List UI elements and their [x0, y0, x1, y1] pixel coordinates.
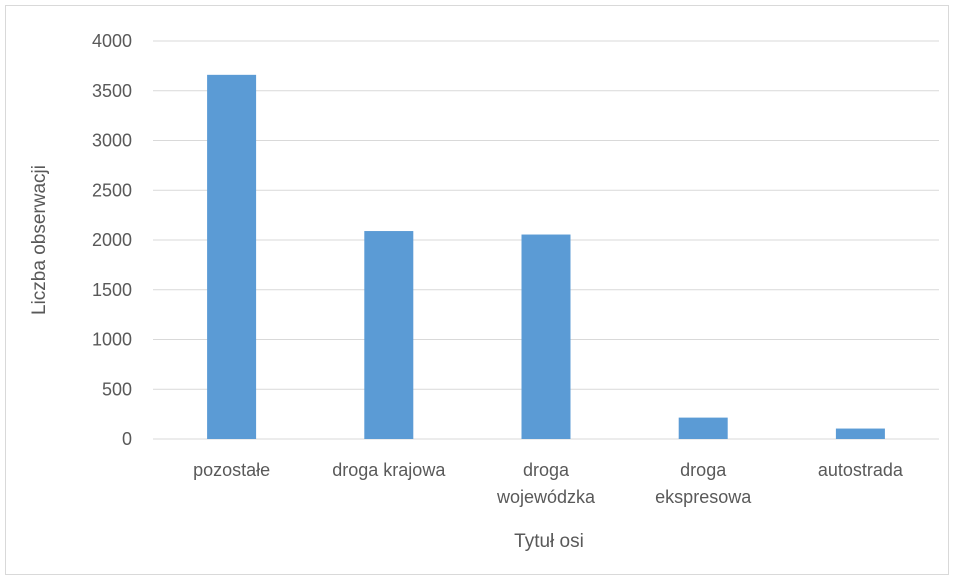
y-tick-label: 1500: [92, 280, 132, 300]
y-axis-ticks: 0 500 1000 1500 2000 2500 3000 3500 4000: [92, 31, 132, 449]
bar: [207, 74, 257, 439]
bar-chart: 0 500 1000 1500 2000 2500 3000 3500 4000 pozosta…: [29, 31, 939, 552]
bar: [364, 231, 414, 439]
x-tick-label: pozostałe: [193, 460, 270, 480]
y-tick-label: 3000: [92, 131, 132, 151]
x-tick-label: autostrada: [818, 460, 904, 480]
y-tick-label: 4000: [92, 31, 132, 51]
x-axis-label: Tytuł osi: [514, 531, 584, 552]
bar: [835, 428, 885, 439]
y-tick-label: 0: [122, 429, 132, 449]
y-tick-label: 2500: [92, 180, 132, 200]
chart-frame: 0 500 1000 1500 2000 2500 3000 3500 4000 pozosta…: [5, 5, 949, 575]
x-tick-label: droga wojewódzka: [496, 460, 596, 507]
bars: [207, 74, 885, 439]
y-axis-label: Liczba obserwacji: [29, 165, 50, 315]
y-tick-label: 3500: [92, 81, 132, 101]
y-tick-label: 500: [102, 379, 132, 399]
x-tick-label: droga krajowa: [332, 460, 446, 480]
x-tick-label: droga ekspresowa: [655, 460, 752, 507]
x-axis-ticks: pozostałe droga krajowa droga wojewódzka dro…: [193, 460, 904, 507]
y-tick-label: 2000: [92, 230, 132, 250]
bar: [521, 234, 571, 439]
y-tick-label: 1000: [92, 330, 132, 350]
bar: [678, 417, 728, 439]
